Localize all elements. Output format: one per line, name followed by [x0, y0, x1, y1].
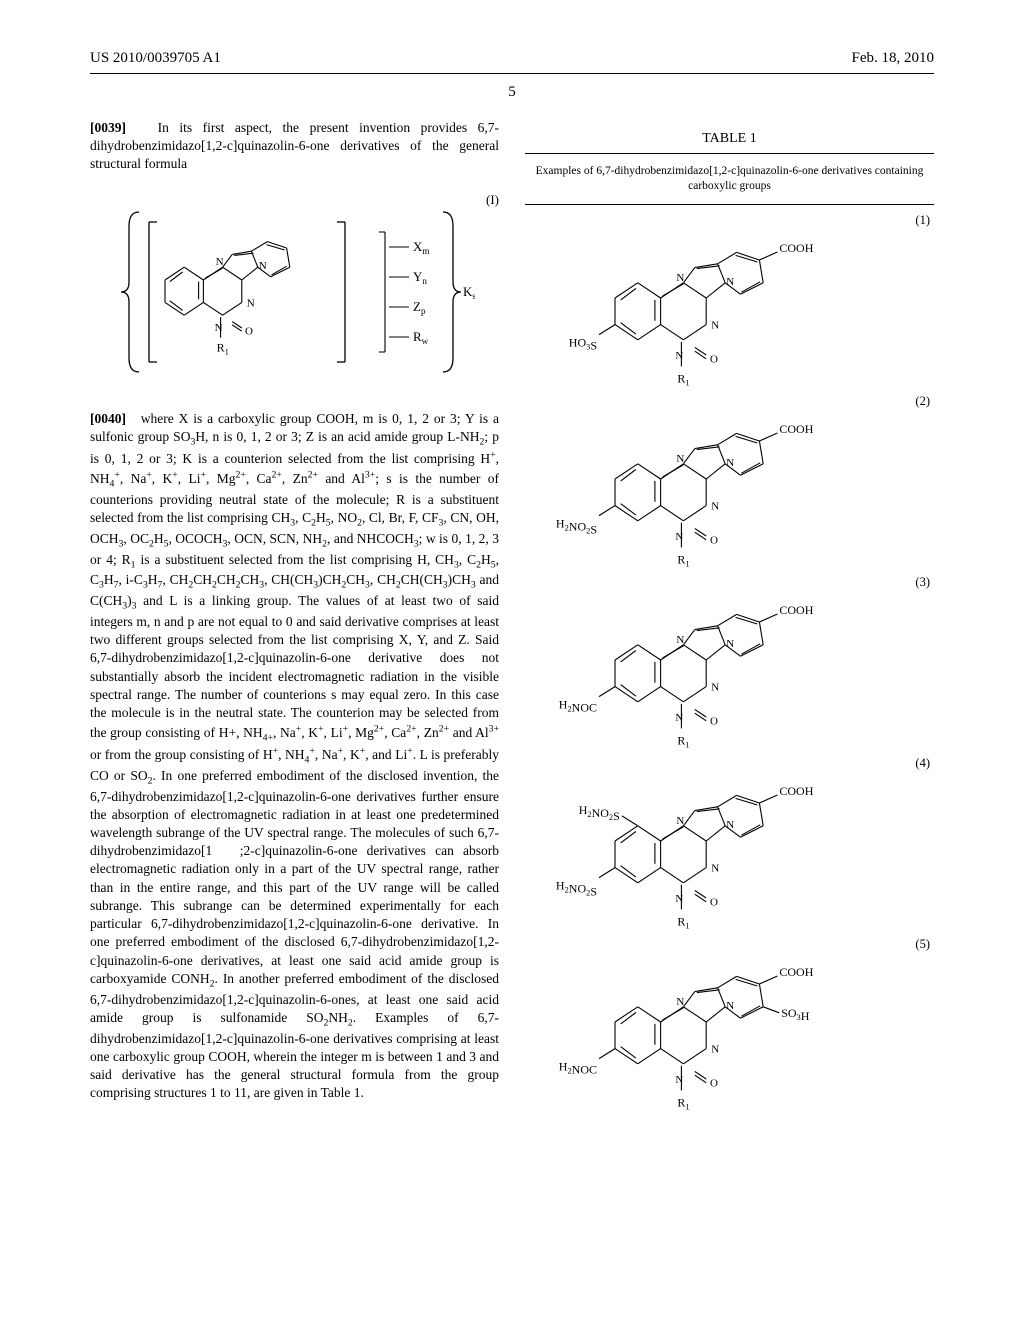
svg-text:SO3H: SO3H — [781, 1006, 810, 1023]
structure-svg: NNONNCOOHH2NO2SH2NO2SR1 — [545, 754, 875, 929]
structure-svg: NNONNCOOHHO3SR1 — [545, 211, 875, 386]
table-structure: (1)NNONNCOOHHO3SR1 — [525, 211, 934, 386]
formula-svg: NNONNR1XmYnZpRwKs — [115, 192, 475, 392]
paragraph-text: where X is a carboxylic group COOH, m is… — [90, 411, 499, 1101]
svg-text:N: N — [214, 322, 222, 334]
svg-text:N: N — [675, 350, 683, 362]
svg-text:COOH: COOH — [779, 603, 813, 617]
svg-text:COOH: COOH — [779, 241, 813, 255]
svg-text:N: N — [676, 453, 684, 465]
svg-text:N: N — [711, 681, 719, 693]
svg-text:O: O — [710, 896, 718, 908]
svg-text:O: O — [710, 715, 718, 727]
structural-formula-I: (I) NNONNR1XmYnZpRwKs — [90, 192, 499, 392]
table-title: TABLE 1 — [525, 131, 934, 147]
svg-text:Zp: Zp — [413, 299, 426, 316]
svg-text:H2NOC: H2NOC — [558, 1059, 596, 1076]
svg-text:H2NO2S: H2NO2S — [578, 803, 619, 823]
table-structure: (5)NNONNCOOHSO3HH2NOCR1 — [525, 935, 934, 1110]
table-structure: (3)NNONNCOOHH2NOCR1 — [525, 573, 934, 748]
table-structure: (4)NNONNCOOHH2NO2SH2NO2SR1 — [525, 754, 934, 929]
svg-text:R1: R1 — [677, 914, 689, 929]
svg-text:H2NO2S: H2NO2S — [555, 878, 596, 898]
paragraph-number: [0040] — [90, 411, 126, 426]
svg-text:N: N — [676, 815, 684, 827]
svg-text:N: N — [675, 531, 683, 543]
svg-text:N: N — [246, 297, 254, 309]
paragraph-0039: [0039] In its first aspect, the present … — [90, 119, 499, 174]
structure-svg: NNONNCOOHH2NOCR1 — [545, 573, 875, 748]
svg-text:H2NOC: H2NOC — [558, 697, 596, 714]
structure-number: (4) — [915, 756, 930, 771]
svg-text:N: N — [675, 893, 683, 905]
svg-text:N: N — [675, 712, 683, 724]
formula-label: (I) — [486, 192, 499, 208]
svg-text:O: O — [710, 353, 718, 365]
svg-text:HO3S: HO3S — [568, 335, 596, 352]
right-column: TABLE 1 Examples of 6,7-dihydrobenzimida… — [525, 119, 934, 1116]
svg-text:N: N — [676, 996, 684, 1008]
table-rule — [525, 204, 934, 205]
svg-text:Rw: Rw — [413, 329, 429, 346]
svg-text:R1: R1 — [677, 371, 689, 386]
svg-text:N: N — [711, 862, 719, 874]
svg-text:N: N — [676, 272, 684, 284]
svg-text:Ks: Ks — [463, 284, 475, 301]
svg-text:Yn: Yn — [413, 269, 427, 286]
table-rule — [525, 153, 934, 154]
svg-text:R1: R1 — [677, 552, 689, 567]
structure-number: (1) — [915, 213, 930, 228]
svg-text:N: N — [711, 1043, 719, 1055]
structure-number: (5) — [915, 937, 930, 952]
svg-text:N: N — [215, 256, 223, 268]
svg-text:Xm: Xm — [413, 239, 429, 256]
svg-text:R1: R1 — [677, 1095, 689, 1110]
svg-text:COOH: COOH — [779, 422, 813, 436]
svg-text:R1: R1 — [216, 340, 228, 356]
svg-text:O: O — [710, 1077, 718, 1089]
svg-text:N: N — [711, 500, 719, 512]
page-number: 5 — [90, 84, 934, 101]
structure-number: (2) — [915, 394, 930, 409]
svg-text:N: N — [675, 1074, 683, 1086]
table-structure: (2)NNONNCOOHH2NO2SR1 — [525, 392, 934, 567]
svg-text:N: N — [711, 319, 719, 331]
left-column: [0039] In its first aspect, the present … — [90, 119, 499, 1116]
svg-text:N: N — [676, 634, 684, 646]
publication-date: Feb. 18, 2010 — [852, 50, 935, 67]
structures-container: (1) N N O N N COOH HO3S R1 (2) N N O N N COOH H2NO2S R1 (3… — [525, 211, 934, 1110]
paragraph-number: [0039] — [90, 120, 126, 135]
header-rule — [90, 73, 934, 74]
svg-text:COOH: COOH — [779, 965, 813, 979]
publication-number: US 2010/0039705 A1 — [90, 50, 221, 67]
paragraph-0040: [0040] where X is a carboxylic group COO… — [90, 410, 499, 1103]
structure-number: (3) — [915, 575, 930, 590]
svg-text:R1: R1 — [677, 733, 689, 748]
structure-svg: NNONNCOOHSO3HH2NOCR1 — [545, 935, 875, 1110]
svg-text:H2NO2S: H2NO2S — [555, 516, 596, 536]
svg-text:O: O — [245, 325, 253, 337]
structure-svg: NNONNCOOHH2NO2SR1 — [545, 392, 875, 567]
svg-text:COOH: COOH — [779, 784, 813, 798]
paragraph-text: In its first aspect, the present inventi… — [90, 120, 499, 171]
svg-text:O: O — [710, 534, 718, 546]
table-caption: Examples of 6,7-dihydrobenzimidazo[1,2-c… — [525, 160, 934, 198]
